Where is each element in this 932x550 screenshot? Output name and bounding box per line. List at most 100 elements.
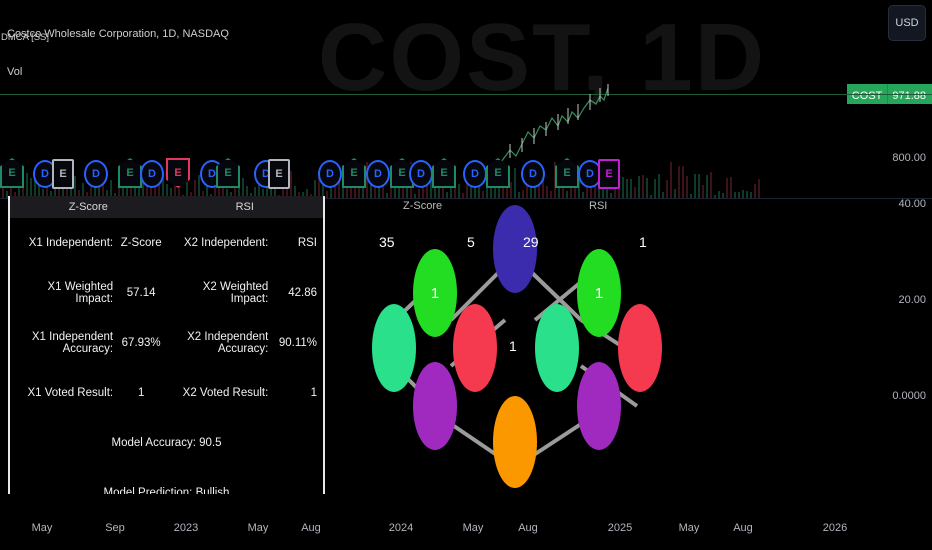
time-scale-tick: May [462,522,484,534]
panel-cell: X1 Independent: [28,237,114,249]
panel-cell: X1 Independent Accuracy: [31,331,114,355]
volume-bar [306,188,308,198]
volume-bar [694,174,696,198]
chart-marker-d[interactable]: D [463,160,487,188]
chart-marker-d[interactable]: D [140,160,164,188]
volume-bar [550,190,552,198]
volume-bar [110,179,112,198]
volume-bar [678,166,680,198]
volume-bar [290,170,292,198]
grid-line-40 [0,198,932,199]
currency-badge[interactable]: USD [888,5,926,41]
volume-bar [378,177,380,198]
volume-bar [446,192,448,198]
chart-marker-d[interactable]: D [84,160,108,188]
volume-bar [582,192,584,198]
volume-bar [754,184,756,198]
volume-bar [314,180,316,198]
volume-bar [42,189,44,198]
panel-row: X1 Independent: Z-Score X2 Independent: RSI [10,218,323,268]
volume-bar [262,189,264,198]
chart-marker-d[interactable]: D [366,160,390,188]
time-scale-tick: May [31,522,53,534]
price-scale-tick: 40.00 [898,198,926,210]
time-scale-tick: 2024 [388,522,414,534]
volume-bar [578,174,580,198]
volume-bar [650,195,652,198]
volume-bar [222,187,224,198]
volume-bar [114,193,116,198]
chart-legend: Costco Wholesale Corporation, 1D, NASDAQ… [7,28,229,78]
price-scale-tick: 800.00 [892,152,926,164]
volume-bar [606,186,608,198]
volume-bar [474,181,476,198]
chart-watermark: COST, 1D [318,4,767,111]
time-scale-tick: Aug [301,522,321,534]
volume-bar [6,191,8,198]
price-reference-line [0,94,932,95]
chart-marker-e[interactable]: E [342,158,366,188]
volume-bar [710,171,712,198]
volume-bar [666,180,668,198]
volume-bar [746,191,748,198]
time-scale-tick: Aug [733,522,753,534]
graph-title: Z-Score [403,200,443,212]
volume-bar [654,179,656,198]
volume-bar [22,185,24,198]
volume-bar [614,183,616,198]
volume-bar [326,190,328,198]
panel-cell: X2 Independent Accuracy: [187,331,269,355]
volume-bar [254,187,256,198]
volume-bar [106,190,108,198]
graph-number-label: 1 [639,234,647,250]
volume-bar [318,176,320,198]
volume-bar [734,191,736,198]
volume-bar [58,180,60,198]
chart-marker-d[interactable]: D [409,160,433,188]
panel-cell: X1 Voted Result: [27,387,114,399]
chart-marker-e[interactable]: E [268,159,290,189]
volume-bar [346,178,348,198]
volume-bar [138,186,140,198]
volume-bar [26,172,28,198]
chart-marker-d[interactable]: D [318,160,342,188]
graph-node-left-purple [413,362,457,450]
graph-node-right-green: 1 [577,249,621,337]
graph-edge [449,264,507,322]
price-scale[interactable]: 800.00 40.00 20.00 0.0000 [858,0,928,505]
chart-marker-e[interactable]: E [598,159,620,189]
volume-bar [14,192,16,198]
volume-bar [90,186,92,198]
graph-number-label: 35 [379,234,395,250]
volume-bar [698,173,700,198]
graph-node-mid-green [535,304,579,392]
model-stats-panel: Z-Score RSI X1 Independent: Z-Score X2 Ind… [8,196,325,494]
volume-bar [242,178,244,198]
panel-cell: 57.14 [126,287,156,299]
volume-bar [422,187,424,198]
volume-bar [658,173,660,198]
volume-bar [646,178,648,198]
graph-number-label: 5 [467,234,475,250]
volume-bar [534,184,536,198]
volume-bar [466,179,468,198]
chart-marker-d[interactable]: D [521,160,545,188]
volume-bar [178,185,180,198]
volume-bar [458,183,460,198]
volume-bar [670,162,672,198]
panel-cell: 67.93% [121,337,161,349]
volume-bar [750,191,752,198]
panel-cell: 1 [310,387,317,399]
volume-bar [494,183,496,198]
time-scale-tick: 2023 [173,522,199,534]
graph-node-right-purple [577,362,621,450]
time-scale[interactable]: May Sep 2023 May Aug 2024 May Aug 2025 May Aug 2026 [0,510,932,550]
volume-bar [34,172,36,198]
volume-bar [198,175,200,198]
volume-bar [74,176,76,198]
chart-marker-e[interactable]: E [52,159,74,189]
volume-bar [362,180,364,198]
volume-bar [250,192,252,198]
volume-bar [134,179,136,198]
